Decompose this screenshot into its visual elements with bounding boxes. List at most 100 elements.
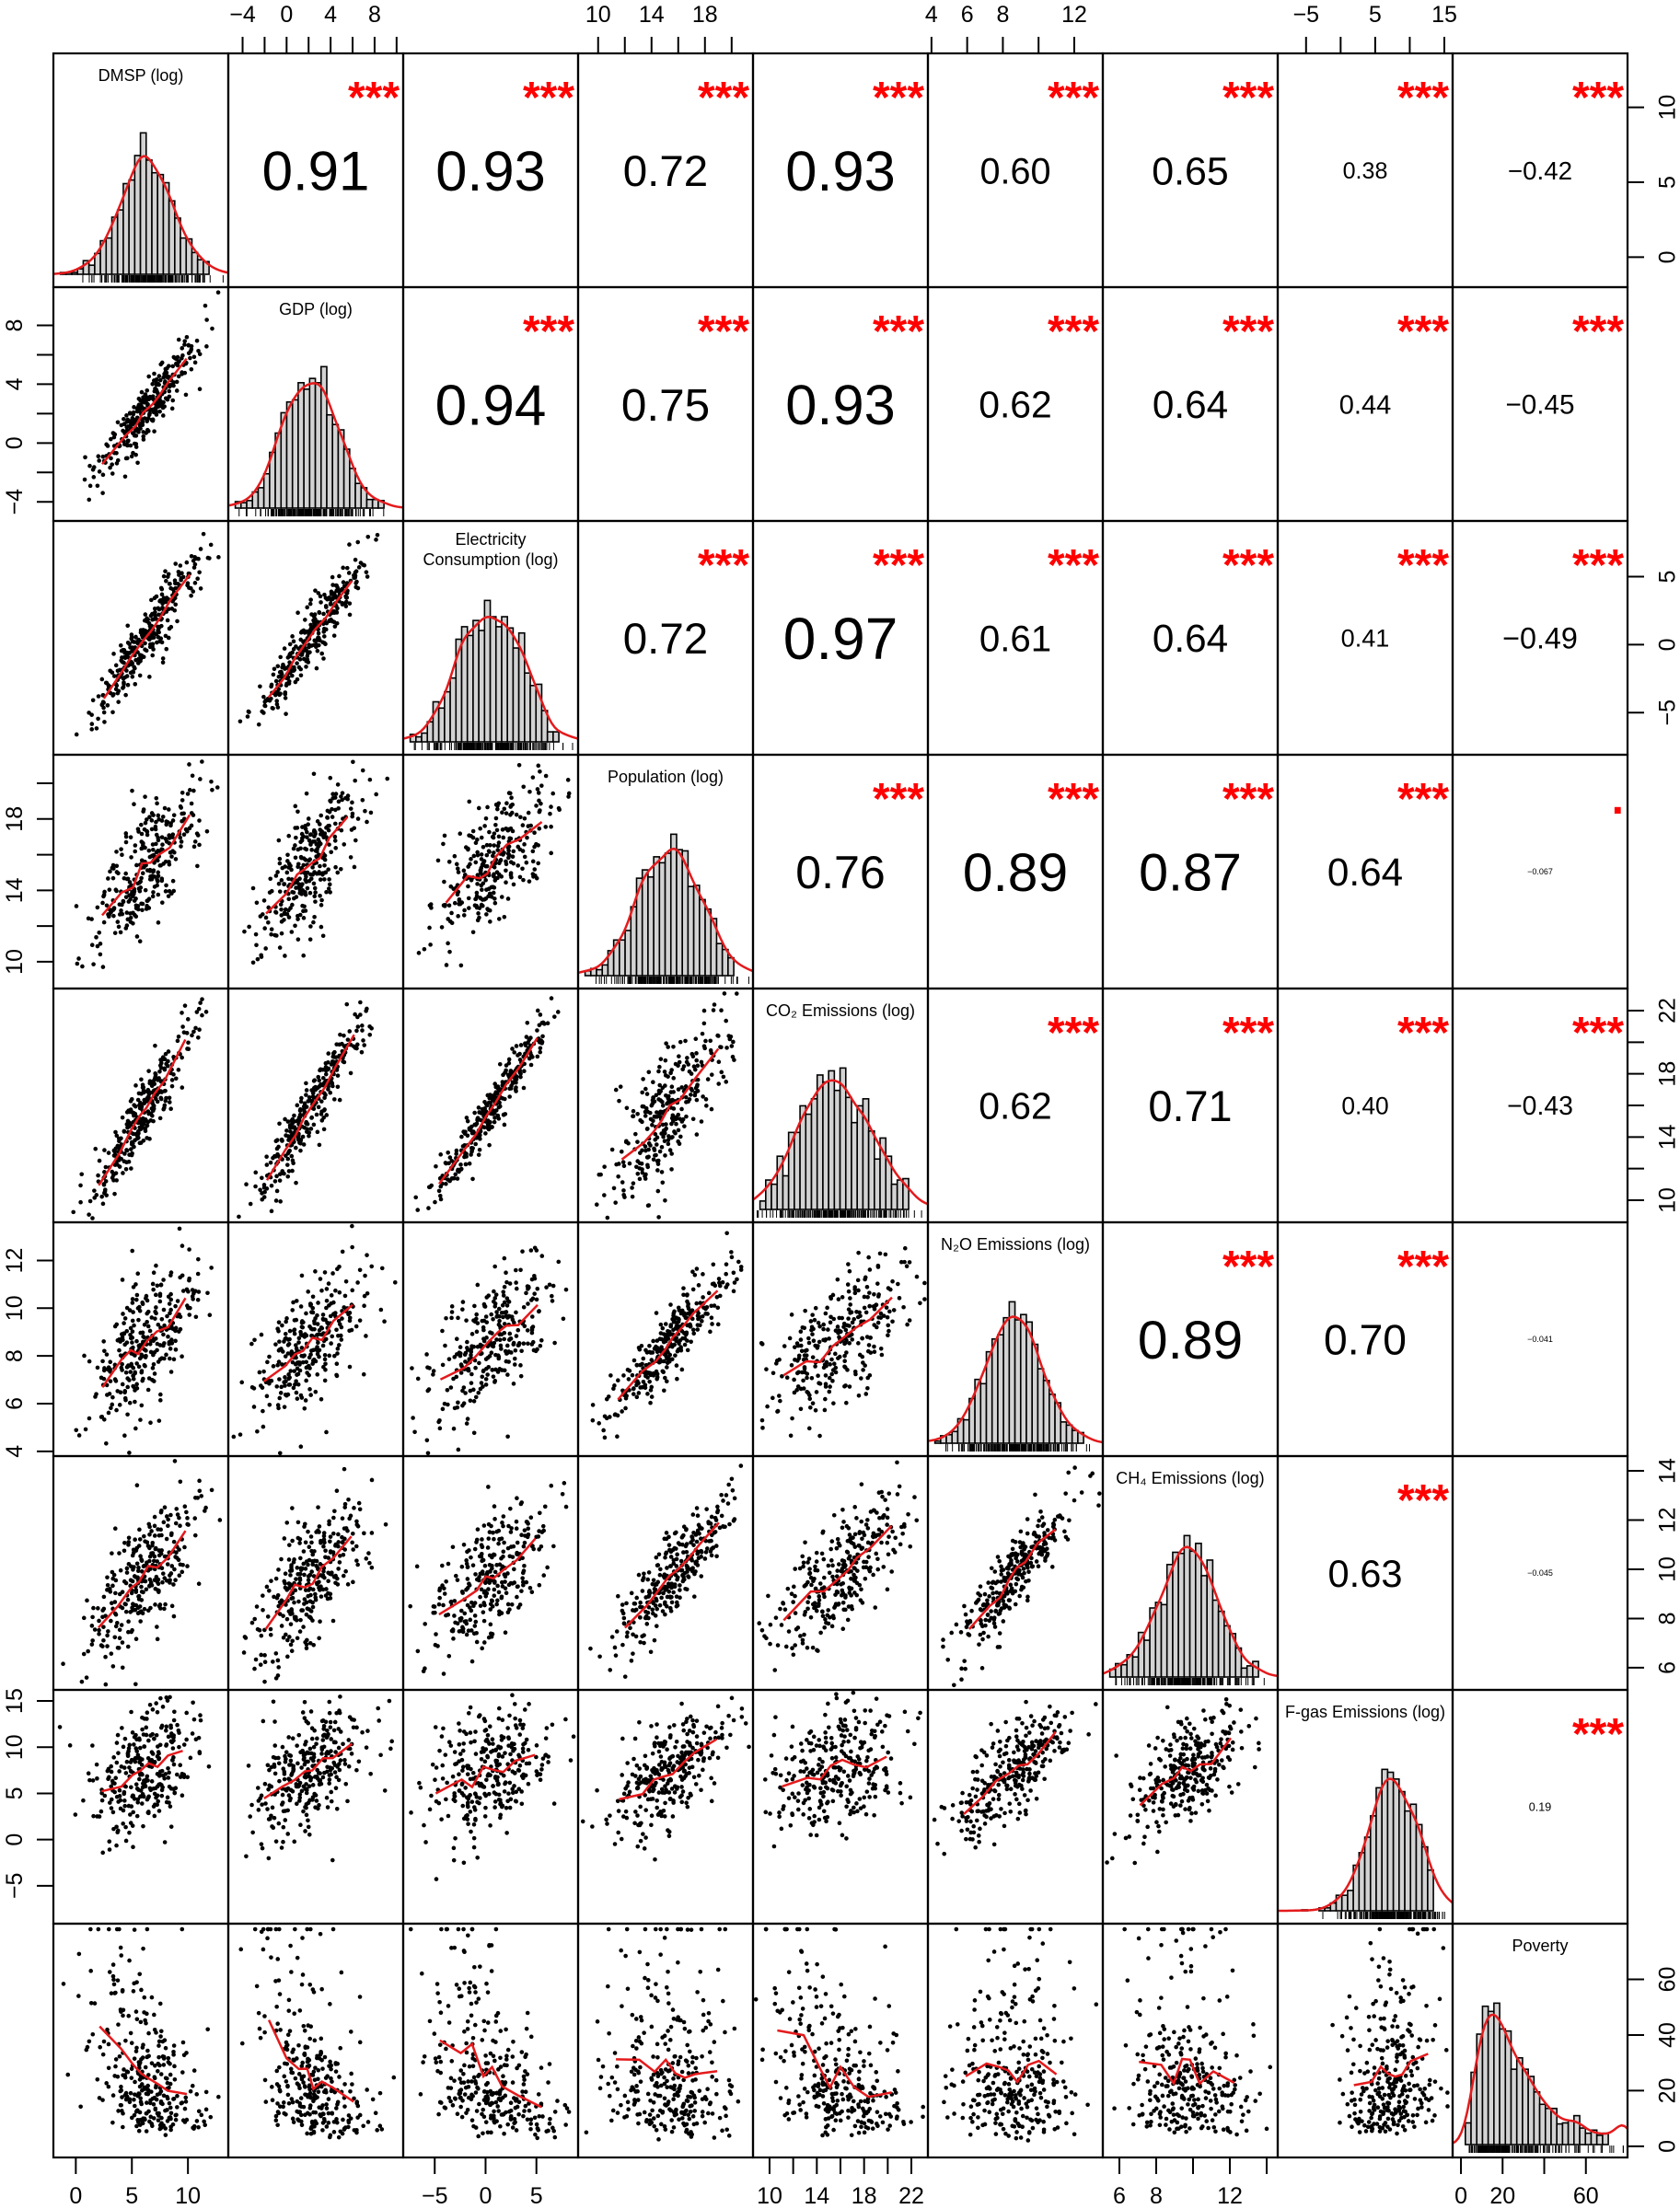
scatter-point bbox=[140, 1300, 145, 1305]
scatter-point bbox=[231, 1434, 237, 1440]
scatter-point bbox=[145, 1324, 151, 1329]
scatter-point bbox=[644, 1092, 650, 1096]
scatter-point bbox=[149, 611, 155, 617]
scatter-point bbox=[156, 892, 161, 897]
scatter-point bbox=[276, 881, 282, 886]
scatter-point bbox=[102, 720, 107, 724]
scatter-point bbox=[327, 877, 331, 882]
scatter-point bbox=[315, 819, 320, 824]
scatter-point bbox=[341, 565, 345, 571]
correlation-value: 0.76 bbox=[795, 847, 886, 898]
scatter-point bbox=[324, 620, 330, 626]
scatter-point bbox=[154, 795, 159, 801]
scatter-point bbox=[332, 838, 338, 843]
scatter-point bbox=[291, 639, 296, 644]
scatter-point bbox=[319, 903, 324, 908]
scatter-point bbox=[98, 952, 103, 957]
scatter-point bbox=[182, 370, 188, 376]
scatter-point bbox=[308, 597, 313, 602]
scatter-point bbox=[716, 1081, 722, 1086]
scatter-point bbox=[487, 908, 492, 913]
scatter-point bbox=[473, 896, 479, 901]
scatter-point bbox=[442, 833, 447, 838]
scatter-point bbox=[164, 883, 168, 888]
scatter-point bbox=[167, 1301, 172, 1306]
scatter-point bbox=[518, 1043, 524, 1047]
panel-3-3: Population (log) bbox=[576, 753, 755, 990]
scatter-point bbox=[277, 1178, 283, 1183]
scatter-point bbox=[293, 826, 297, 830]
scatter-point bbox=[522, 842, 527, 847]
scatter-point bbox=[350, 1244, 354, 1250]
scatter-point bbox=[307, 1301, 313, 1306]
scatter-point bbox=[165, 1313, 169, 1319]
scatter-point bbox=[151, 1270, 156, 1276]
scatter-point bbox=[125, 876, 131, 882]
scatter-point bbox=[205, 1290, 210, 1296]
scatter-point bbox=[508, 1086, 514, 1091]
scatter-point bbox=[330, 1271, 335, 1276]
scatter-point bbox=[344, 591, 350, 596]
histogram-bar bbox=[415, 735, 423, 743]
scatter-point bbox=[148, 1420, 153, 1426]
scatter-point bbox=[156, 817, 161, 822]
scatter-point bbox=[269, 1209, 274, 1214]
variable-label: CO₂ Emissions (log) bbox=[766, 1001, 915, 1020]
scatter-point bbox=[203, 1010, 209, 1014]
scatter-point bbox=[326, 1281, 331, 1286]
scatter-point bbox=[532, 867, 538, 872]
scatter-point bbox=[91, 475, 97, 480]
scatter-point bbox=[135, 1097, 141, 1103]
scatter-point bbox=[701, 1021, 707, 1026]
scatter-point bbox=[187, 1247, 191, 1252]
scatter-point bbox=[682, 1124, 687, 1128]
scatter-point bbox=[319, 600, 323, 605]
scatter-point bbox=[151, 1118, 156, 1124]
scatter-point bbox=[517, 874, 523, 880]
scatter-point bbox=[138, 1330, 143, 1336]
scatter-point bbox=[319, 1325, 324, 1330]
scatter-point bbox=[621, 1163, 627, 1169]
scatter-point bbox=[472, 1303, 477, 1309]
scatter-point bbox=[510, 1081, 516, 1086]
scatter-point bbox=[87, 1212, 91, 1217]
scatter-point bbox=[375, 532, 380, 538]
scatter-point bbox=[216, 555, 221, 560]
scatter-point bbox=[324, 1429, 329, 1435]
scatter-point bbox=[318, 1277, 323, 1281]
scatter-point bbox=[521, 877, 526, 883]
panel-4-6: 0.71*** bbox=[1101, 987, 1280, 1224]
scatter-point bbox=[335, 1351, 340, 1356]
scatter-point bbox=[159, 1090, 164, 1094]
scatter-point bbox=[180, 346, 185, 351]
scatter-point bbox=[664, 1122, 668, 1127]
scatter-point bbox=[435, 858, 441, 863]
scatter-point bbox=[721, 1074, 726, 1080]
scatter-point bbox=[183, 827, 189, 832]
scatter-point bbox=[274, 1174, 279, 1179]
scatter-point bbox=[341, 1058, 345, 1064]
scatter-point bbox=[155, 801, 159, 806]
panel-4-2 bbox=[401, 987, 580, 1224]
density-curve bbox=[227, 382, 404, 509]
scatter-point bbox=[143, 393, 147, 399]
scatter-point bbox=[516, 844, 521, 850]
scatter-point bbox=[182, 1003, 188, 1008]
scatter-point bbox=[527, 789, 532, 794]
panel-1-3: 0.75*** bbox=[576, 285, 755, 523]
scatter-point bbox=[159, 597, 164, 603]
scatter-point bbox=[261, 694, 266, 700]
scatter-point bbox=[170, 818, 176, 823]
scatter-point bbox=[566, 794, 571, 799]
scatter-point bbox=[166, 1294, 171, 1300]
scatter-point bbox=[475, 1117, 480, 1122]
scatter-point bbox=[656, 1158, 661, 1163]
scatter-point bbox=[537, 1040, 542, 1045]
scatter-point bbox=[648, 1143, 653, 1148]
scatter-point bbox=[159, 835, 165, 839]
scatter-point bbox=[110, 866, 116, 871]
scatter-point bbox=[317, 1078, 321, 1083]
histogram-bar bbox=[297, 382, 305, 509]
scatter-point bbox=[244, 1182, 249, 1187]
scatter-point bbox=[154, 412, 159, 417]
